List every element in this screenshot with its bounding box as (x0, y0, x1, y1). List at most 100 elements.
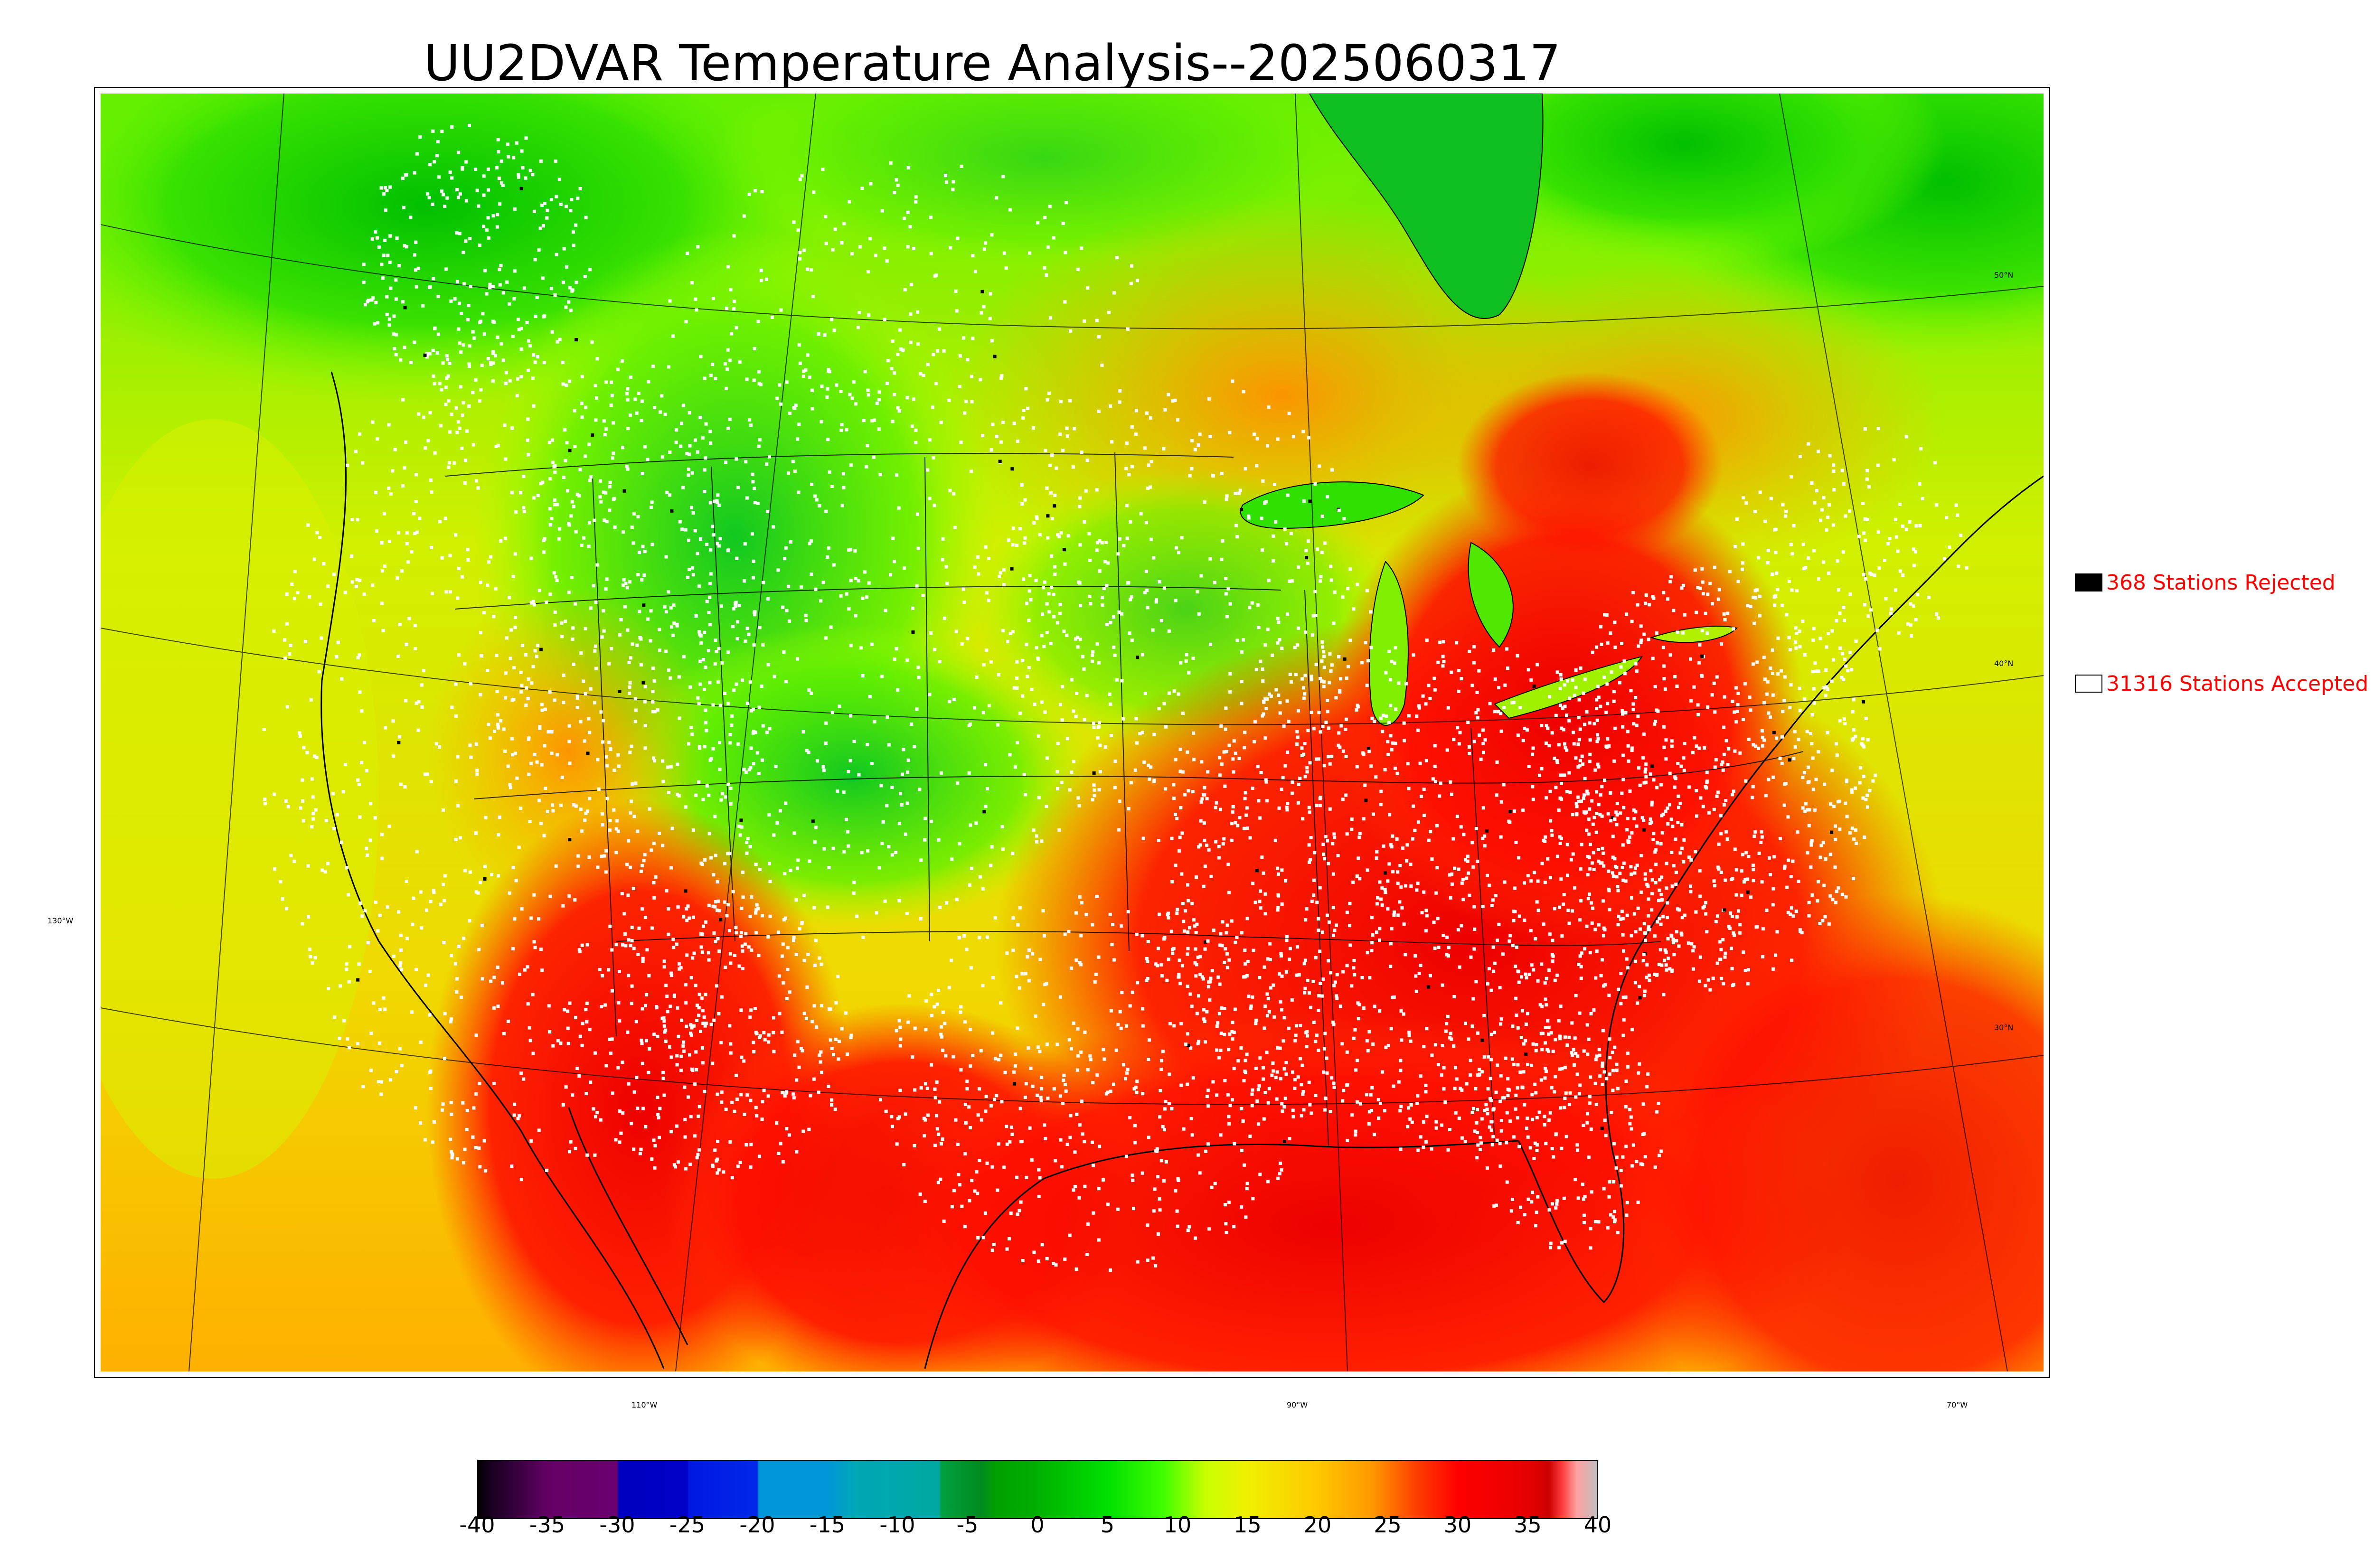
station-accepted (640, 1038, 643, 1042)
station-accepted (1621, 753, 1625, 757)
station-accepted (1321, 977, 1325, 981)
station-accepted (501, 184, 505, 187)
station-accepted (601, 823, 604, 826)
station-accepted (1620, 791, 1624, 795)
station-accepted (1240, 1148, 1244, 1152)
station-accepted (728, 952, 732, 956)
station-accepted (1075, 1068, 1079, 1072)
station-accepted (449, 1020, 452, 1023)
station-rejected (811, 819, 815, 823)
station-accepted (1611, 1215, 1615, 1219)
station-accepted (1452, 738, 1456, 742)
station-accepted (1011, 630, 1015, 634)
station-accepted (973, 706, 977, 710)
station-accepted (1621, 878, 1625, 882)
station-accepted (1387, 649, 1391, 653)
station-accepted (627, 661, 631, 664)
station-accepted (1243, 731, 1247, 734)
station-accepted (1511, 1024, 1515, 1028)
station-accepted (1621, 1155, 1625, 1159)
station-accepted (714, 900, 718, 904)
station-accepted (830, 1047, 834, 1050)
station-accepted (467, 304, 471, 308)
station-accepted (711, 904, 715, 908)
station-accepted (1714, 920, 1718, 923)
station-accepted (715, 650, 718, 654)
station-accepted (524, 176, 528, 180)
station-rejected (568, 449, 572, 452)
station-accepted (1548, 932, 1552, 936)
station-accepted (1380, 903, 1384, 907)
station-accepted (1438, 794, 1441, 798)
station-accepted (950, 857, 954, 861)
station-accepted (1104, 1092, 1108, 1096)
station-accepted (1011, 852, 1015, 855)
station-accepted (1710, 693, 1714, 697)
station-accepted (1203, 838, 1206, 842)
station-accepted (752, 1041, 755, 1044)
station-accepted (923, 1200, 927, 1203)
station-accepted (1698, 643, 1702, 647)
station-accepted (1809, 732, 1812, 735)
station-accepted (483, 864, 487, 868)
station-accepted (1357, 856, 1360, 860)
station-accepted (1389, 965, 1393, 968)
station-accepted (563, 428, 567, 432)
station-accepted (1363, 783, 1367, 787)
station-accepted (1082, 667, 1086, 671)
station-accepted (959, 1010, 962, 1014)
station-accepted (1713, 884, 1717, 888)
station-accepted (818, 1053, 821, 1057)
station-accepted (1075, 692, 1079, 695)
station-accepted (1508, 820, 1512, 824)
station-accepted (687, 742, 690, 746)
station-rejected (1830, 830, 1834, 834)
station-accepted (704, 1022, 708, 1025)
station-accepted (1823, 915, 1827, 919)
station-accepted (1607, 869, 1611, 873)
station-accepted (1606, 737, 1610, 741)
station-accepted (1612, 759, 1616, 763)
station-accepted (1224, 947, 1227, 951)
station-accepted (1068, 1136, 1072, 1139)
station-accepted (1780, 669, 1783, 673)
station-accepted (1588, 1095, 1592, 1099)
station-accepted (1751, 796, 1754, 799)
station-accepted (1580, 799, 1583, 803)
station-accepted (1078, 581, 1082, 585)
station-accepted (911, 606, 914, 610)
station-accepted (465, 1127, 469, 1131)
station-accepted (1116, 1023, 1120, 1026)
station-accepted (383, 512, 386, 516)
station-accepted (1682, 769, 1686, 772)
station-accepted (1752, 835, 1756, 838)
station-accepted (1550, 1147, 1554, 1151)
station-accepted (1109, 1009, 1113, 1013)
station-accepted (1671, 941, 1675, 945)
station-accepted (1399, 1147, 1403, 1151)
station-accepted (1472, 947, 1476, 951)
station-accepted (364, 303, 367, 307)
station-accepted (879, 784, 883, 788)
station-accepted (1315, 757, 1319, 761)
station-accepted (711, 1061, 715, 1065)
station-accepted (705, 600, 709, 603)
station-accepted (1219, 1133, 1223, 1137)
station-accepted (516, 1117, 520, 1120)
temperature-map[interactable] (94, 87, 2050, 1378)
station-accepted (1286, 493, 1290, 497)
station-accepted (480, 924, 484, 927)
station-accepted (1598, 1074, 1602, 1078)
station-accepted (315, 756, 319, 759)
station-accepted (966, 637, 970, 640)
station-accepted (1371, 933, 1375, 937)
station-accepted (826, 438, 830, 441)
station-accepted (1181, 770, 1185, 774)
station-accepted (1578, 727, 1582, 731)
station-accepted (540, 203, 544, 207)
station-accepted (1599, 793, 1602, 797)
station-accepted (1834, 901, 1837, 904)
station-accepted (335, 813, 339, 817)
station-accepted (1040, 700, 1044, 704)
station-accepted (735, 931, 738, 935)
